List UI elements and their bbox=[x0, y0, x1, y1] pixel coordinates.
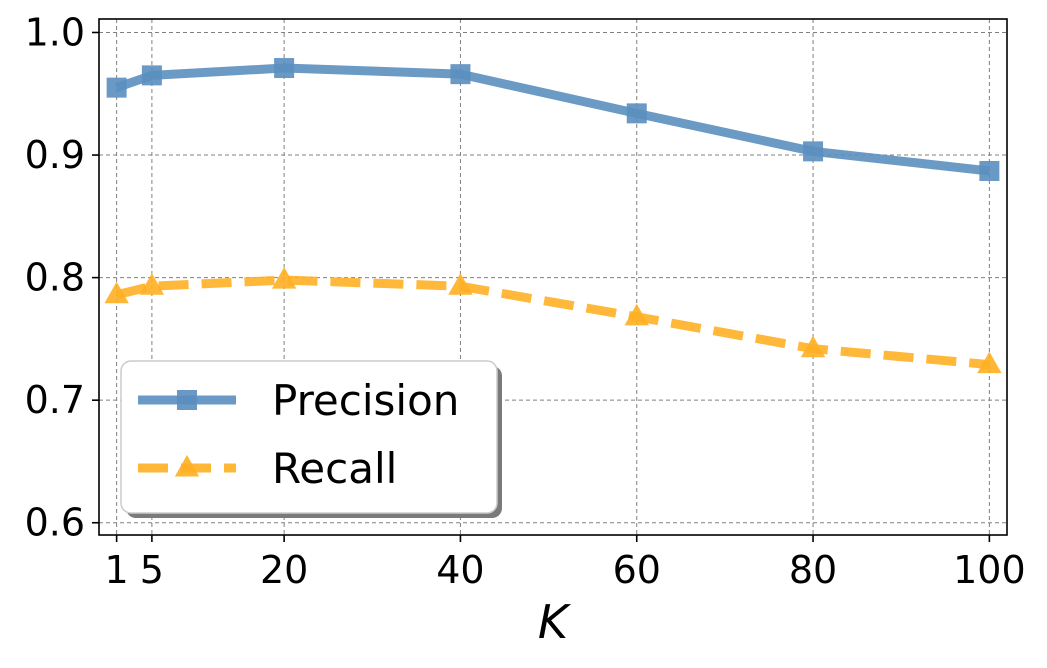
recall-point-5 bbox=[139, 273, 165, 295]
precision-point-1 bbox=[106, 77, 127, 98]
precision-point-100 bbox=[979, 160, 1000, 181]
y-tick-label-0.8: 0.8 bbox=[25, 256, 85, 300]
precision-point-60 bbox=[626, 103, 647, 124]
legend: Precision Recall bbox=[120, 360, 502, 518]
recall-point-40 bbox=[448, 273, 473, 295]
y-tick-label-0.6: 0.6 bbox=[25, 501, 85, 545]
x-tick-label-40: 40 bbox=[436, 548, 484, 592]
recall-point-80 bbox=[800, 335, 826, 358]
axis-ticks: 1 5 20 40 60 80 100 0.6 0.7 0.8 0.9 1.0 bbox=[25, 10, 1026, 592]
precision-point-80 bbox=[803, 141, 824, 162]
recall-point-1 bbox=[104, 281, 129, 304]
x-tick-label-1: 1 bbox=[105, 548, 129, 592]
recall-point-20 bbox=[271, 267, 297, 289]
legend-entries: Precision Recall bbox=[138, 376, 459, 493]
series-precision bbox=[106, 58, 1000, 181]
recall-point-100 bbox=[977, 351, 1002, 374]
precision-point-40 bbox=[450, 64, 471, 85]
x-tick-label-20: 20 bbox=[260, 548, 308, 592]
x-tick-label-80: 80 bbox=[789, 548, 837, 592]
legend-precision-label: Precision bbox=[272, 376, 459, 425]
precision-point-20 bbox=[274, 58, 295, 79]
y-tick-label-0.9: 0.9 bbox=[25, 133, 85, 177]
legend-recall-marker bbox=[174, 454, 200, 477]
legend-precision-marker bbox=[177, 390, 197, 410]
legend-recall-label: Recall bbox=[272, 444, 397, 493]
series-recall bbox=[104, 267, 1002, 374]
x-tick-label-100: 100 bbox=[953, 548, 1026, 592]
y-tick-label-1.0: 1.0 bbox=[25, 10, 85, 54]
series-layer bbox=[104, 58, 1002, 374]
x-tick-label-60: 60 bbox=[613, 548, 661, 592]
y-tick-label-0.7: 0.7 bbox=[25, 378, 85, 422]
x-tick-label-5: 5 bbox=[140, 548, 164, 592]
x-axis-label: K bbox=[538, 595, 572, 649]
recall-point-60 bbox=[624, 303, 649, 326]
precision-point-5 bbox=[141, 65, 162, 86]
